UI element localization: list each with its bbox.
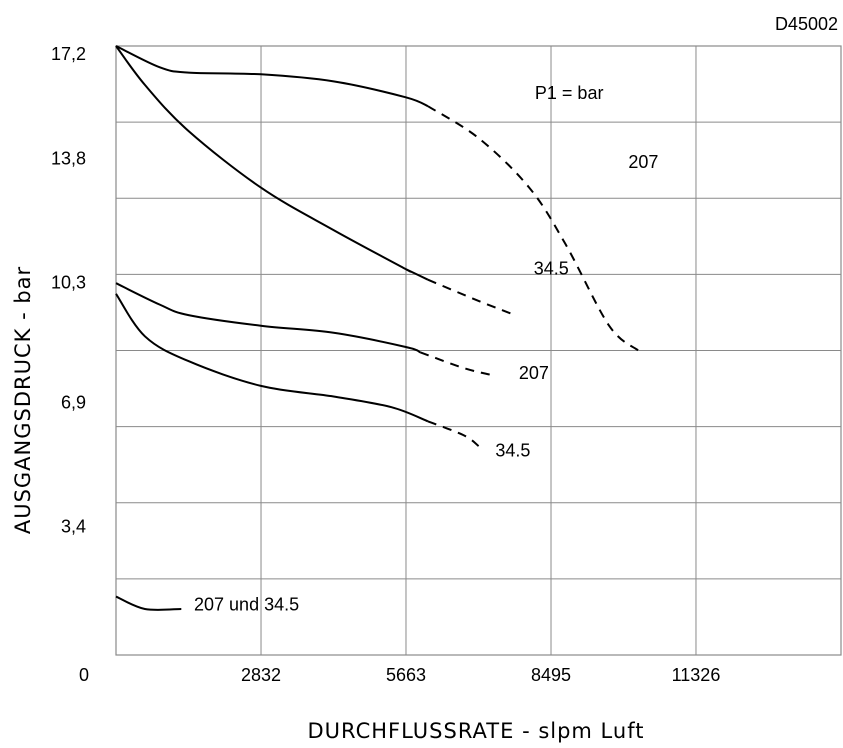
series-2-solid-line <box>115 282 421 354</box>
y-tick-label: 13,8 <box>51 148 86 168</box>
x-tick-label: 5663 <box>386 665 426 685</box>
annotation-label: 207 <box>628 152 658 172</box>
y-tick-label: 10,3 <box>51 272 86 292</box>
annotation-label: 34.5 <box>495 441 530 461</box>
annotation-label: 207 und 34.5 <box>194 595 299 615</box>
x-tick-label: 11326 <box>672 665 721 685</box>
series-1-dashed-line <box>427 278 516 317</box>
chart-code: D45002 <box>775 14 838 34</box>
x-tick-label: 2832 <box>241 665 281 685</box>
x-axis-title: DURCHFLUSSRATE - slpm Luft <box>308 719 645 743</box>
annotation-label: 34.5 <box>534 258 569 278</box>
series-3-solid-line <box>115 293 429 423</box>
series-0-dashed-line <box>427 105 639 352</box>
annotation-label: 207 <box>519 363 549 383</box>
curve-annotations: P1 = bar 207 34.5 207 34.5 207 und 34.5 <box>194 83 658 615</box>
y-axis-title: AUSGANGSDRUCK - bar <box>11 266 35 534</box>
grid-lines <box>115 45 842 656</box>
annotation-label: P1 = bar <box>535 83 604 103</box>
series-2-dashed-line <box>419 351 494 377</box>
x-tick-label: 0 <box>79 665 89 685</box>
y-tick-labels: 3,4 6,9 10,3 13,8 17,2 <box>51 44 86 537</box>
y-tick-label: 17,2 <box>51 44 86 64</box>
x-tick-labels: 0 2832 5663 8495 11326 <box>79 665 720 685</box>
y-tick-label: 6,9 <box>61 393 86 413</box>
series-3-dashed-line <box>427 420 480 447</box>
series-1-solid-line <box>115 45 429 281</box>
series-4-solid-line <box>115 595 182 611</box>
x-tick-label: 8495 <box>531 665 571 685</box>
chart-curves <box>115 45 639 611</box>
y-tick-label: 3,4 <box>61 517 86 537</box>
series-0-solid-line <box>115 45 429 108</box>
